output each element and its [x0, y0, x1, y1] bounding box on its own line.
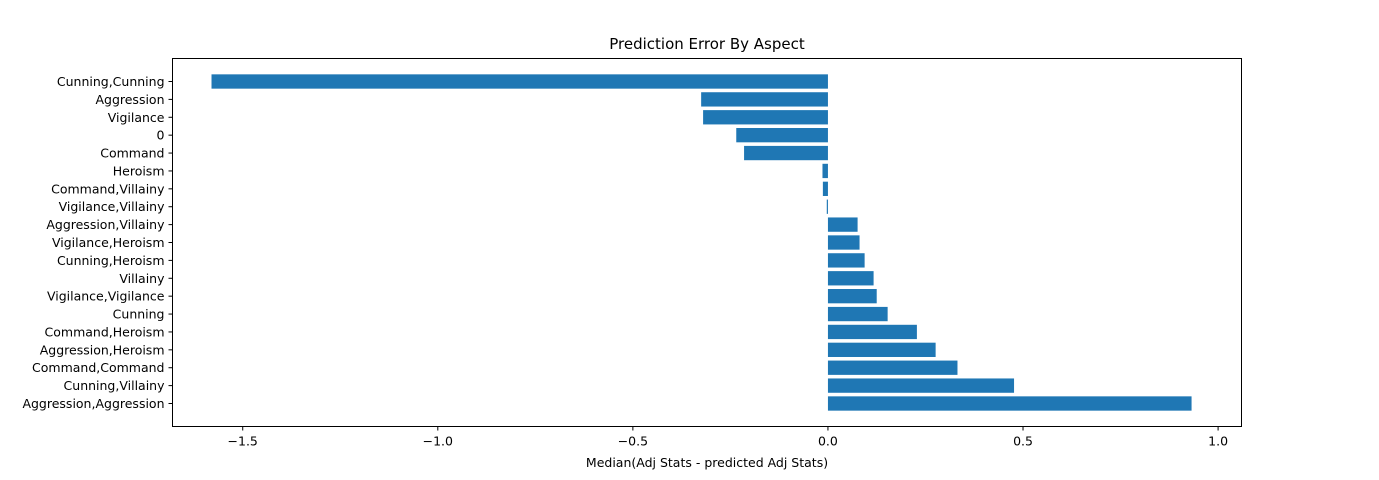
y-tick-label-1: Aggression: [95, 92, 164, 107]
bar-8: [827, 217, 858, 232]
bar-2: [703, 110, 828, 125]
bar-15: [827, 342, 936, 357]
bar-12: [827, 289, 877, 304]
bar-16: [827, 360, 958, 375]
bar-5: [822, 163, 828, 179]
bar-3: [736, 128, 828, 143]
x-tick-label-2: −0.5: [618, 434, 648, 449]
bar-9: [827, 235, 860, 250]
y-tick-label-17: Cunning,Villainy: [64, 378, 166, 393]
bar-13: [827, 306, 888, 322]
y-tick-label-2: Vigilance: [108, 110, 165, 125]
bar-10: [827, 253, 865, 268]
bar-18: [827, 396, 1192, 411]
bar-14: [827, 324, 917, 340]
x-tick-label-1: −1.0: [423, 434, 453, 449]
x-tick-label-0: −1.5: [228, 434, 258, 449]
y-tick-label-6: Command,Villainy: [51, 181, 165, 196]
y-axis: Cunning,Cunning Aggression Vigilance 0 Comma…: [22, 74, 173, 411]
y-tick-label-0: Cunning,Cunning: [57, 74, 165, 89]
y-tick-label-9: Vigilance,Heroism: [52, 235, 165, 250]
bar-0: [211, 74, 828, 89]
y-tick-label-16: Command,Command: [32, 360, 164, 375]
bar-7: [826, 199, 828, 214]
y-tick-label-13: Cunning: [113, 307, 165, 322]
y-tick-label-10: Cunning,Heroism: [57, 253, 165, 268]
bar-4: [744, 145, 828, 161]
chart-title: Prediction Error By Aspect: [609, 35, 805, 53]
x-axis: −1.5 −1.0 −0.5 0.0 0.5 1.0: [228, 426, 1228, 449]
x-tick-label-5: 1.0: [1208, 434, 1228, 449]
x-tick-label-3: 0.0: [818, 434, 838, 449]
bar-11: [827, 271, 874, 286]
y-tick-label-15: Aggression,Heroism: [40, 342, 165, 357]
y-tick-label-8: Aggression,Villainy: [46, 217, 165, 232]
bars-group: [211, 74, 1192, 411]
bar-17: [827, 378, 1015, 393]
y-tick-label-11: Villainy: [119, 271, 165, 286]
y-tick-label-4: Command: [100, 146, 164, 161]
bar-1: [701, 92, 828, 107]
y-tick-label-14: Command,Heroism: [45, 324, 165, 339]
y-tick-label-18: Aggression,Aggression: [22, 396, 164, 411]
bar-6: [822, 181, 828, 196]
y-tick-label-7: Vigilance,Villainy: [59, 199, 165, 214]
y-tick-label-5: Heroism: [113, 163, 165, 178]
y-tick-label-3: 0: [157, 128, 165, 143]
x-axis-label: Median(Adj Stats - predicted Adj Stats): [586, 455, 828, 470]
x-tick-label-4: 0.5: [1013, 434, 1033, 449]
y-tick-label-12: Vigilance,Vigilance: [47, 289, 165, 304]
